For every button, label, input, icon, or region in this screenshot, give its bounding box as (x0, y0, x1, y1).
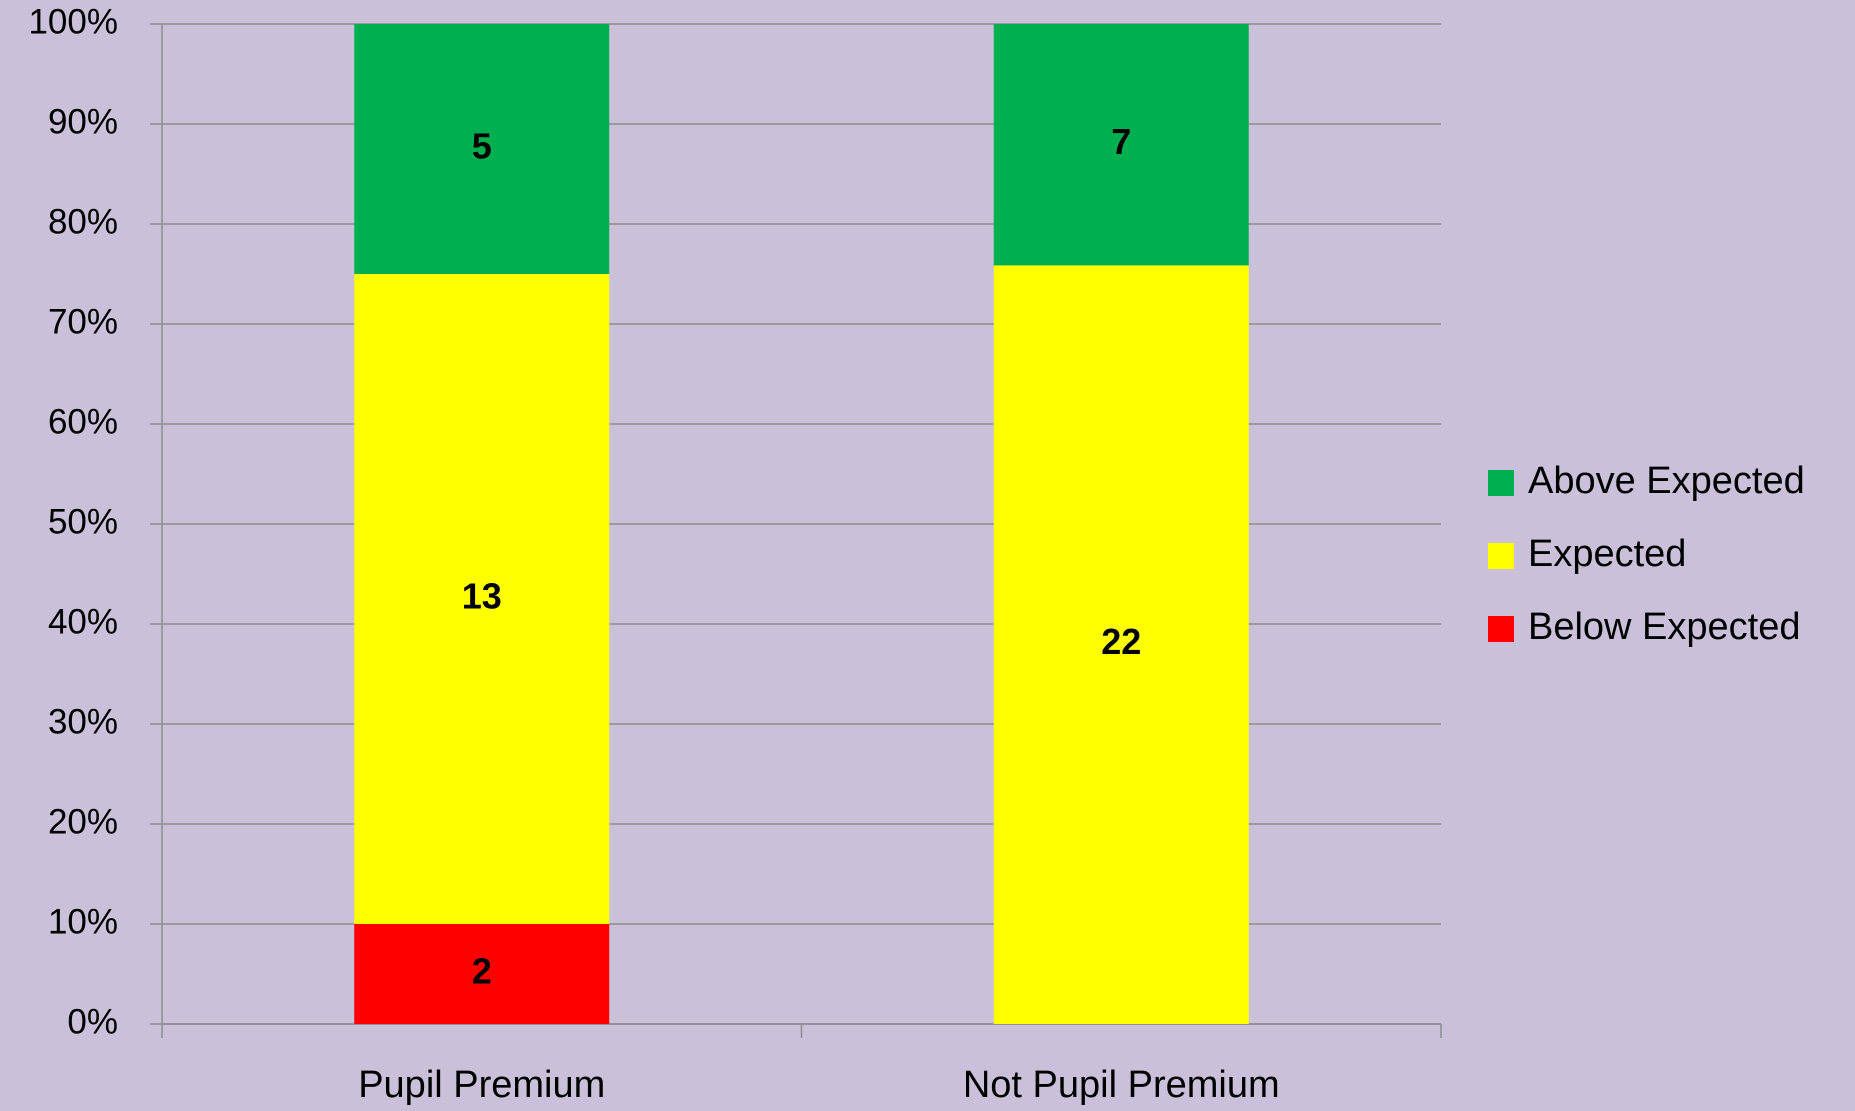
bar-segment (354, 924, 610, 1024)
y-tick-label: 60% (48, 402, 118, 441)
y-tick-label: 20% (48, 802, 118, 841)
legend-swatch (1488, 543, 1514, 569)
bar-segment (354, 24, 610, 274)
legend-label: Below Expected (1528, 606, 1801, 648)
data-label: 5 (472, 126, 492, 167)
legend-swatch (1488, 470, 1514, 496)
legend-label: Above Expected (1528, 460, 1805, 502)
x-tick-label: Not Pupil Premium (963, 1064, 1280, 1106)
legend-label: Expected (1528, 533, 1686, 575)
data-label: 2 (472, 951, 492, 992)
bar-segment (354, 274, 610, 924)
y-tick-label: 100% (28, 2, 118, 41)
data-label: 7 (1111, 121, 1131, 162)
bar-segment (993, 24, 1249, 266)
y-tick-label: 90% (48, 102, 118, 141)
y-tick-label: 30% (48, 702, 118, 741)
y-tick-label: 0% (67, 1002, 118, 1041)
y-tick-label: 70% (48, 302, 118, 341)
y-tick-label: 10% (48, 902, 118, 941)
bar-segment (993, 265, 1249, 1025)
y-tick-label: 40% (48, 602, 118, 641)
y-tick-label: 50% (48, 502, 118, 541)
y-tick-label: 80% (48, 202, 118, 241)
data-label: 13 (462, 576, 502, 617)
data-label: 22 (1101, 621, 1141, 662)
x-tick-label: Pupil Premium (358, 1064, 605, 1106)
legend-swatch (1488, 616, 1514, 642)
